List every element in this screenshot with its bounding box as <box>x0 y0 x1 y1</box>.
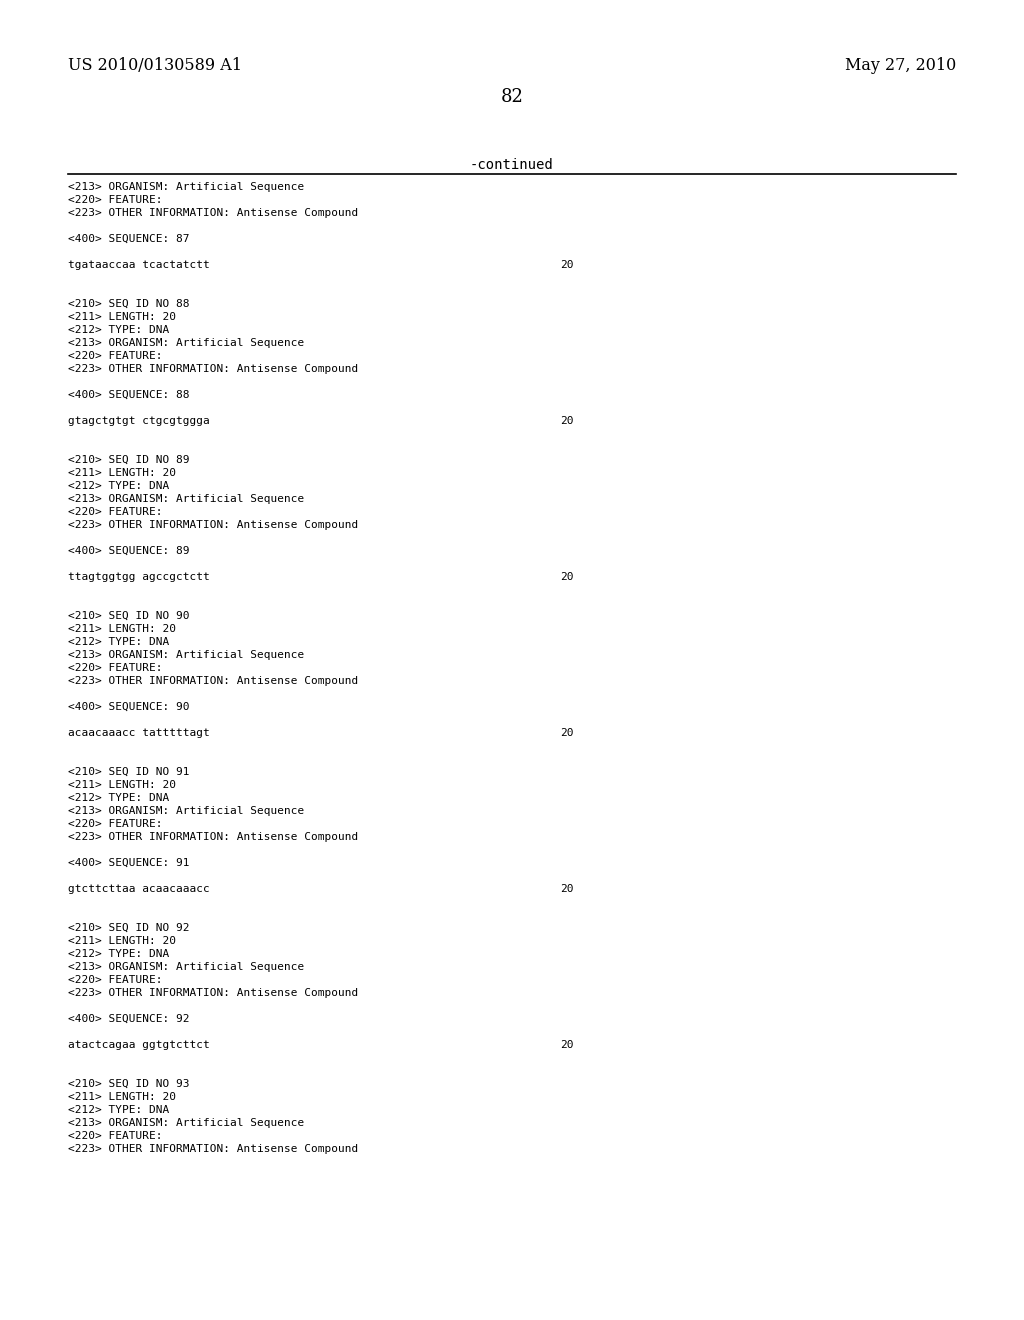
Text: 82: 82 <box>501 88 523 106</box>
Text: 20: 20 <box>560 884 573 894</box>
Text: ttagtggtgg agccgctctt: ttagtggtgg agccgctctt <box>68 572 210 582</box>
Text: <220> FEATURE:: <220> FEATURE: <box>68 507 163 517</box>
Text: <212> TYPE: DNA: <212> TYPE: DNA <box>68 638 169 647</box>
Text: <223> OTHER INFORMATION: Antisense Compound: <223> OTHER INFORMATION: Antisense Compo… <box>68 987 358 998</box>
Text: <213> ORGANISM: Artificial Sequence: <213> ORGANISM: Artificial Sequence <box>68 494 304 504</box>
Text: <212> TYPE: DNA: <212> TYPE: DNA <box>68 480 169 491</box>
Text: <400> SEQUENCE: 88: <400> SEQUENCE: 88 <box>68 389 189 400</box>
Text: tgataaccaa tcactatctt: tgataaccaa tcactatctt <box>68 260 210 271</box>
Text: <213> ORGANISM: Artificial Sequence: <213> ORGANISM: Artificial Sequence <box>68 807 304 816</box>
Text: <400> SEQUENCE: 92: <400> SEQUENCE: 92 <box>68 1014 189 1024</box>
Text: <400> SEQUENCE: 87: <400> SEQUENCE: 87 <box>68 234 189 244</box>
Text: <220> FEATURE:: <220> FEATURE: <box>68 195 163 205</box>
Text: atactcagaa ggtgtcttct: atactcagaa ggtgtcttct <box>68 1040 210 1049</box>
Text: <400> SEQUENCE: 91: <400> SEQUENCE: 91 <box>68 858 189 869</box>
Text: 20: 20 <box>560 572 573 582</box>
Text: <220> FEATURE:: <220> FEATURE: <box>68 1131 163 1140</box>
Text: <210> SEQ ID NO 93: <210> SEQ ID NO 93 <box>68 1078 189 1089</box>
Text: <223> OTHER INFORMATION: Antisense Compound: <223> OTHER INFORMATION: Antisense Compo… <box>68 1144 358 1154</box>
Text: <213> ORGANISM: Artificial Sequence: <213> ORGANISM: Artificial Sequence <box>68 1118 304 1129</box>
Text: 20: 20 <box>560 416 573 426</box>
Text: <223> OTHER INFORMATION: Antisense Compound: <223> OTHER INFORMATION: Antisense Compo… <box>68 520 358 531</box>
Text: <220> FEATURE:: <220> FEATURE: <box>68 975 163 985</box>
Text: <223> OTHER INFORMATION: Antisense Compound: <223> OTHER INFORMATION: Antisense Compo… <box>68 676 358 686</box>
Text: <223> OTHER INFORMATION: Antisense Compound: <223> OTHER INFORMATION: Antisense Compo… <box>68 364 358 374</box>
Text: <211> LENGTH: 20: <211> LENGTH: 20 <box>68 469 176 478</box>
Text: <210> SEQ ID NO 92: <210> SEQ ID NO 92 <box>68 923 189 933</box>
Text: May 27, 2010: May 27, 2010 <box>845 57 956 74</box>
Text: 20: 20 <box>560 1040 573 1049</box>
Text: <212> TYPE: DNA: <212> TYPE: DNA <box>68 1105 169 1115</box>
Text: <220> FEATURE:: <220> FEATURE: <box>68 663 163 673</box>
Text: <210> SEQ ID NO 91: <210> SEQ ID NO 91 <box>68 767 189 777</box>
Text: 20: 20 <box>560 729 573 738</box>
Text: US 2010/0130589 A1: US 2010/0130589 A1 <box>68 57 242 74</box>
Text: <211> LENGTH: 20: <211> LENGTH: 20 <box>68 936 176 946</box>
Text: <213> ORGANISM: Artificial Sequence: <213> ORGANISM: Artificial Sequence <box>68 182 304 191</box>
Text: <213> ORGANISM: Artificial Sequence: <213> ORGANISM: Artificial Sequence <box>68 962 304 972</box>
Text: <210> SEQ ID NO 89: <210> SEQ ID NO 89 <box>68 455 189 465</box>
Text: acaacaaacc tatttttagt: acaacaaacc tatttttagt <box>68 729 210 738</box>
Text: <211> LENGTH: 20: <211> LENGTH: 20 <box>68 1092 176 1102</box>
Text: <212> TYPE: DNA: <212> TYPE: DNA <box>68 325 169 335</box>
Text: <220> FEATURE:: <220> FEATURE: <box>68 818 163 829</box>
Text: <211> LENGTH: 20: <211> LENGTH: 20 <box>68 624 176 634</box>
Text: gtagctgtgt ctgcgtggga: gtagctgtgt ctgcgtggga <box>68 416 210 426</box>
Text: <210> SEQ ID NO 90: <210> SEQ ID NO 90 <box>68 611 189 620</box>
Text: <223> OTHER INFORMATION: Antisense Compound: <223> OTHER INFORMATION: Antisense Compo… <box>68 832 358 842</box>
Text: <210> SEQ ID NO 88: <210> SEQ ID NO 88 <box>68 300 189 309</box>
Text: <213> ORGANISM: Artificial Sequence: <213> ORGANISM: Artificial Sequence <box>68 649 304 660</box>
Text: <211> LENGTH: 20: <211> LENGTH: 20 <box>68 312 176 322</box>
Text: <211> LENGTH: 20: <211> LENGTH: 20 <box>68 780 176 789</box>
Text: gtcttcttaa acaacaaacc: gtcttcttaa acaacaaacc <box>68 884 210 894</box>
Text: <400> SEQUENCE: 89: <400> SEQUENCE: 89 <box>68 546 189 556</box>
Text: <213> ORGANISM: Artificial Sequence: <213> ORGANISM: Artificial Sequence <box>68 338 304 348</box>
Text: <220> FEATURE:: <220> FEATURE: <box>68 351 163 360</box>
Text: 20: 20 <box>560 260 573 271</box>
Text: <223> OTHER INFORMATION: Antisense Compound: <223> OTHER INFORMATION: Antisense Compo… <box>68 209 358 218</box>
Text: <212> TYPE: DNA: <212> TYPE: DNA <box>68 793 169 803</box>
Text: -continued: -continued <box>470 158 554 172</box>
Text: <212> TYPE: DNA: <212> TYPE: DNA <box>68 949 169 960</box>
Text: <400> SEQUENCE: 90: <400> SEQUENCE: 90 <box>68 702 189 711</box>
